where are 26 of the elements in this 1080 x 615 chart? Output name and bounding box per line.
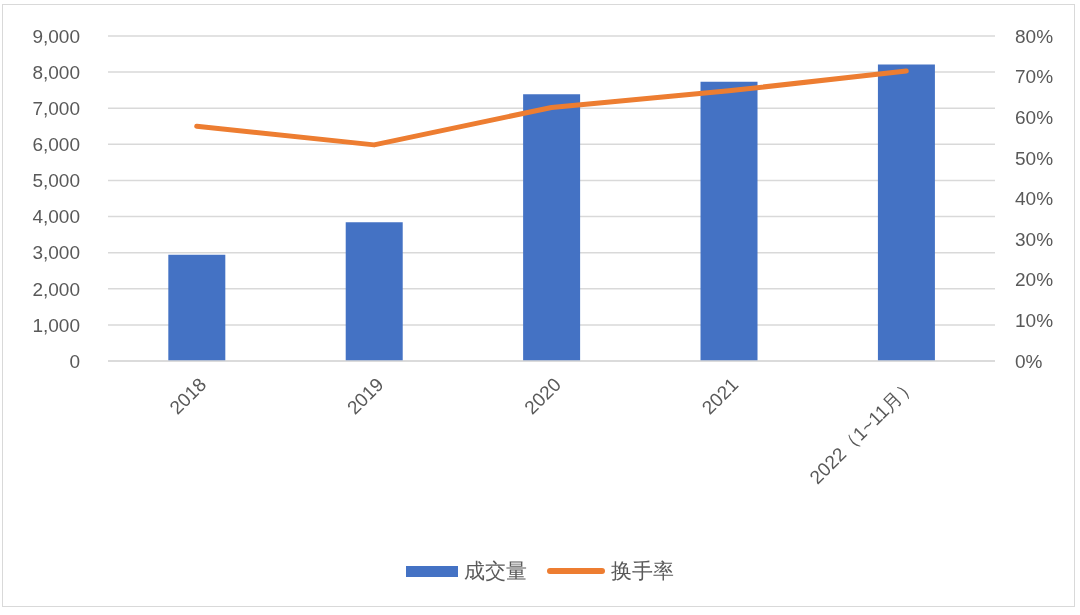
bar: [877, 64, 935, 361]
y-tick-label: 2,000: [32, 278, 80, 300]
y-tick-label: 4,000: [32, 206, 80, 228]
y2-tick-label: 20%: [1015, 269, 1054, 291]
y-tick-label: 6,000: [32, 134, 80, 156]
bar: [168, 254, 226, 361]
y-tick-label: 0: [69, 350, 80, 372]
y-tick-label: 5,000: [32, 170, 80, 192]
y-tick-label: 8,000: [32, 61, 80, 83]
y2-tick-label: 10%: [1015, 310, 1054, 332]
y2-tick-label: 60%: [1015, 107, 1054, 128]
y-tick-label: 9,000: [32, 25, 80, 47]
y2-tick-label: 50%: [1015, 147, 1054, 169]
y2-tick-label: 0%: [1015, 350, 1043, 372]
y2-tick-label: 40%: [1015, 188, 1054, 210]
y-tick-label: 3,000: [32, 242, 80, 264]
bar: [700, 81, 758, 361]
y-tick-label: 1,000: [32, 314, 80, 336]
legend-label: 成交量: [464, 558, 527, 584]
y-tick-label: 7,000: [32, 97, 80, 119]
y2-tick-label: 70%: [1015, 66, 1054, 88]
legend-label: 换手率: [611, 558, 674, 584]
y2-tick-label: 80%: [1015, 25, 1054, 47]
bar: [345, 222, 403, 361]
y2-tick-label: 30%: [1015, 228, 1054, 250]
bar: [523, 94, 581, 361]
